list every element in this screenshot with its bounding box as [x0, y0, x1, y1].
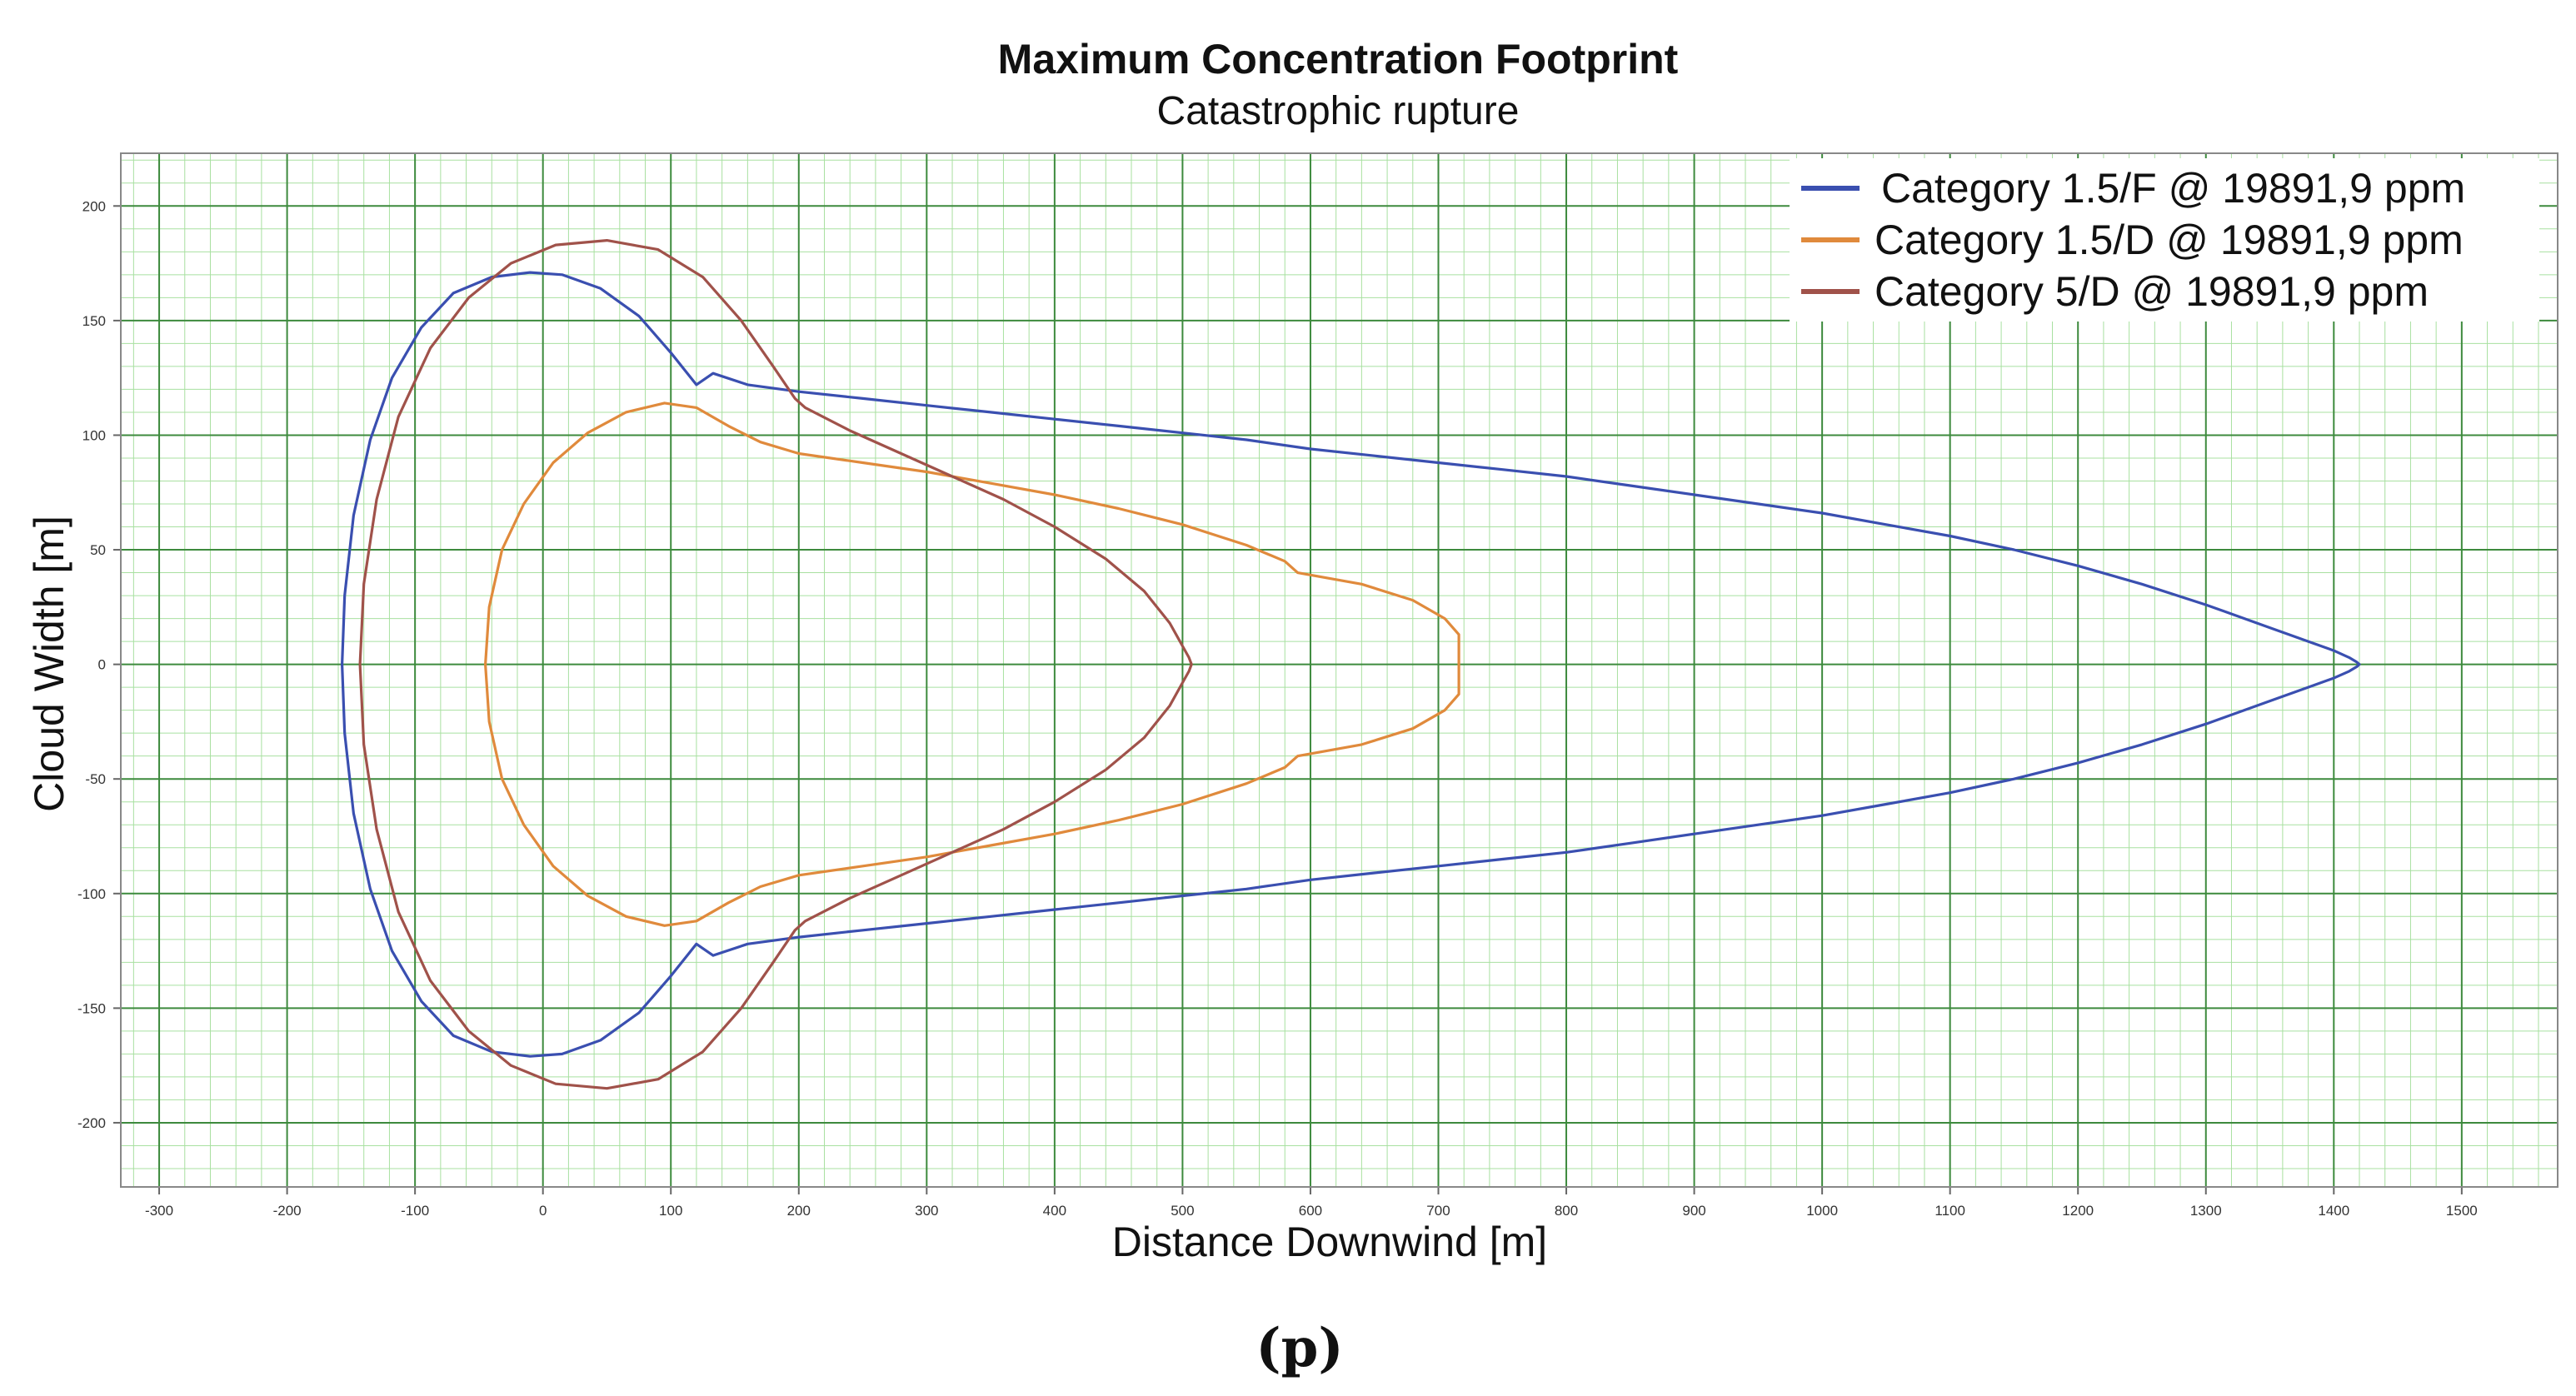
grid-minor — [121, 153, 2558, 1187]
y-tick-labels: -200 -150 -100 -50 0 50 100 150 200 — [77, 198, 106, 1131]
figure-caption: (p) — [1256, 1317, 1343, 1379]
series-line-3 — [358, 239, 1193, 1090]
plot-frame — [120, 152, 2559, 1188]
x-tick-label: 300 — [915, 1203, 938, 1219]
x-tick-label: 1400 — [2318, 1203, 2349, 1219]
x-tick-label: -100 — [401, 1203, 429, 1219]
legend-label-1: Category 1.5/F @ 19891,9 ppm — [1881, 165, 2465, 212]
legend-label-3: Category 5/D @ 19891,9 ppm — [1875, 268, 2429, 315]
x-tick-label: -200 — [273, 1203, 302, 1219]
y-tick-label: -100 — [77, 886, 106, 902]
x-tick-label: 800 — [1555, 1203, 1578, 1219]
x-tick-label: 700 — [1426, 1203, 1450, 1219]
series-line-1 — [341, 271, 2361, 1058]
x-tick-label: 100 — [659, 1203, 682, 1219]
x-tick-label: 0 — [539, 1203, 547, 1219]
y-tick-label: 50 — [90, 542, 106, 558]
x-tick-label: 900 — [1682, 1203, 1705, 1219]
y-tick-label: -50 — [85, 771, 106, 787]
legend-background — [1790, 158, 2539, 322]
series-layer — [341, 239, 2361, 1090]
series-line-2 — [484, 401, 1460, 927]
chart-subtitle: Catastrophic rupture — [1157, 89, 1520, 133]
x-tick-label: 500 — [1171, 1203, 1194, 1219]
x-tick-label: 600 — [1299, 1203, 1322, 1219]
y-axis-label: Cloud Width [m] — [26, 516, 72, 812]
tick-marks — [113, 205, 2463, 1194]
x-tick-labels: -300 -200 -100 0 100 200 300 400 500 600 700 800 900… — [145, 1203, 2478, 1219]
x-axis-label: Distance Downwind [m] — [1112, 1219, 1547, 1265]
y-tick-label: 200 — [82, 198, 106, 214]
x-tick-label: 1200 — [2062, 1203, 2094, 1219]
x-tick-label: 400 — [1043, 1203, 1066, 1219]
legend: Category 1.5/F @ 19891,9 ppm Category 1.5… — [1790, 158, 2539, 322]
y-tick-label: -150 — [77, 1000, 106, 1016]
x-tick-label: 1100 — [1934, 1203, 1965, 1219]
y-tick-label: -200 — [77, 1115, 106, 1131]
x-tick-label: 1500 — [2446, 1203, 2478, 1219]
legend-label-2: Category 1.5/D @ 19891,9 ppm — [1875, 217, 2464, 263]
x-tick-label: 1300 — [2190, 1203, 2222, 1219]
y-tick-label: 150 — [82, 313, 106, 329]
x-tick-label: -300 — [145, 1203, 173, 1219]
x-tick-label: 200 — [787, 1203, 811, 1219]
y-tick-label: 100 — [82, 427, 106, 443]
chart-title: Maximum Concentration Footprint — [998, 36, 1679, 82]
x-tick-label: 1000 — [1806, 1203, 1838, 1219]
grid-major — [121, 153, 2558, 1187]
y-tick-label: 0 — [98, 657, 106, 673]
